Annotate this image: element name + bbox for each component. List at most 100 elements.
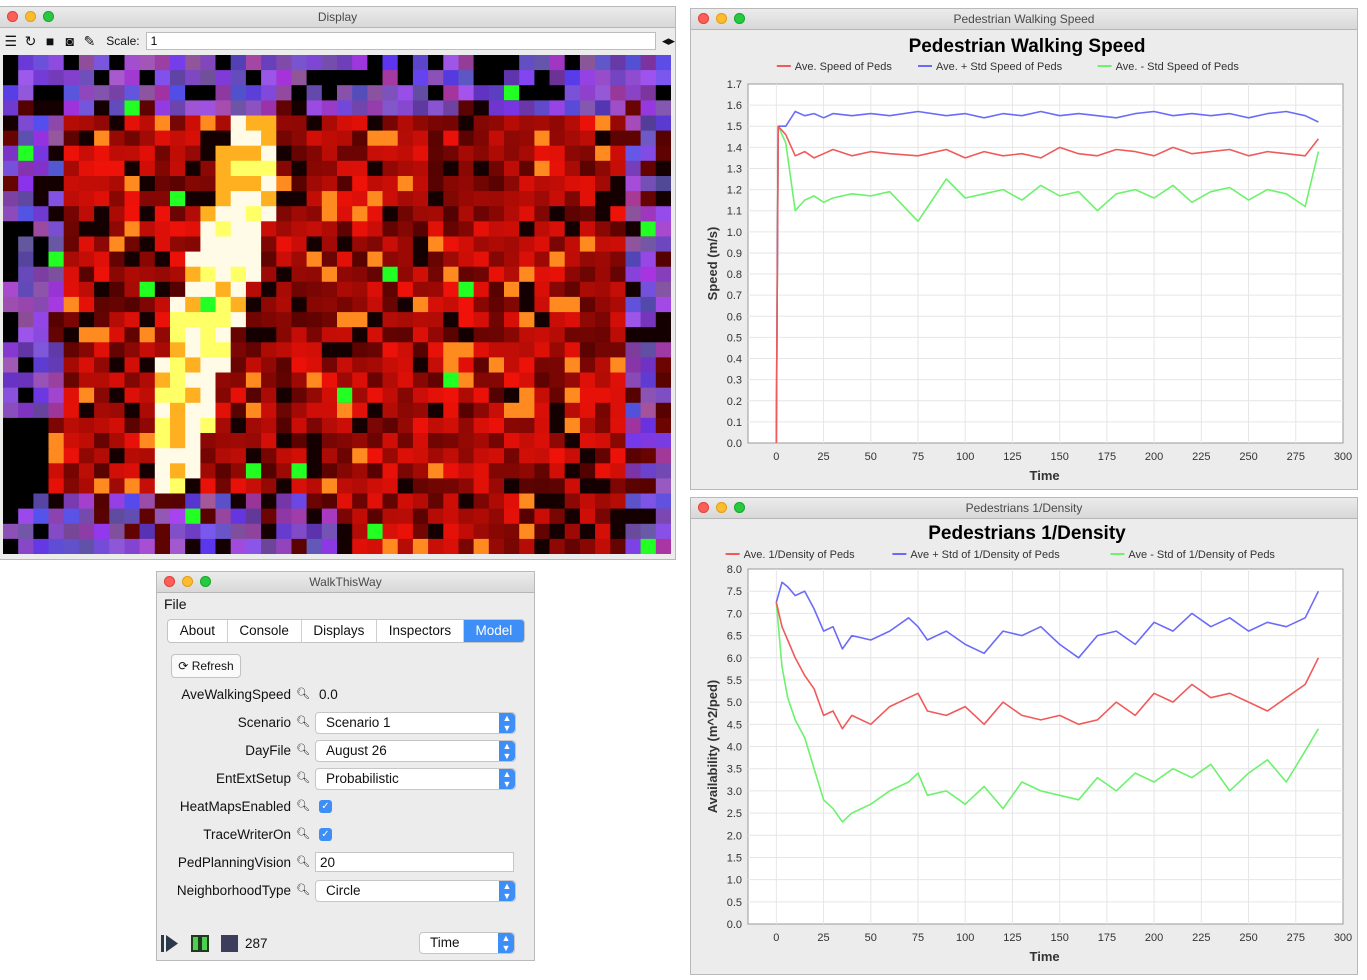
chart-legend: Ave. 1/Density of Peds Ave + Std of 1/Den… bbox=[725, 549, 1275, 561]
entextsetup-select[interactable]: Probabilistic ▲ ▼ bbox=[315, 768, 516, 790]
prop-row-vision: PedPlanningVision 🔍︎ 20 bbox=[157, 851, 527, 877]
updown-icon: ▲ ▼ bbox=[499, 769, 515, 789]
y-tick-label: 0.4 bbox=[727, 354, 742, 366]
heatmaps-checkbox[interactable]: ✓ bbox=[319, 800, 332, 813]
prop-label: Scenario bbox=[237, 715, 291, 730]
prop-row-neighborhood: NeighborhoodType 🔍︎ Circle ▲ ▼ bbox=[157, 879, 527, 905]
play-icon[interactable] bbox=[161, 935, 179, 952]
x-tick-label: 125 bbox=[1003, 451, 1021, 463]
tab-model[interactable]: Model bbox=[463, 620, 524, 642]
scale-input[interactable] bbox=[145, 32, 656, 50]
time-select[interactable]: Time ▲ ▼ bbox=[419, 932, 515, 954]
prop-label: NeighborhoodType bbox=[176, 883, 291, 898]
y-tick-label: 4.5 bbox=[727, 719, 742, 731]
close-button[interactable] bbox=[698, 13, 709, 24]
series-line-ave-std-of-1-density-of-peds bbox=[775, 581, 1320, 659]
minimize-button[interactable] bbox=[25, 11, 36, 22]
magnifier-icon[interactable]: 🔍︎ bbox=[296, 800, 310, 812]
chart-title: Pedestrians 1/Density bbox=[928, 523, 1126, 544]
y-tick-label: 2.0 bbox=[727, 830, 742, 842]
x-tick-label: 275 bbox=[1287, 451, 1305, 463]
minimize-button[interactable] bbox=[716, 13, 727, 24]
tab-displays[interactable]: Displays bbox=[302, 620, 378, 642]
walk-titlebar: WalkThisWay bbox=[157, 572, 534, 593]
magnifier-icon[interactable]: 🔍︎ bbox=[296, 744, 310, 756]
stop-icon[interactable] bbox=[221, 935, 238, 952]
y-axis-label: Speed (m/s) bbox=[705, 227, 720, 301]
magnifier-icon[interactable]: 🔍︎ bbox=[296, 828, 310, 840]
x-tick-label: 175 bbox=[1098, 451, 1116, 463]
x-tick-label: 225 bbox=[1192, 451, 1210, 463]
x-tick-label: 50 bbox=[865, 932, 877, 944]
tab-bar: About Console Displays Inspectors Model bbox=[167, 619, 525, 643]
neighborhood-select[interactable]: Circle ▲ ▼ bbox=[315, 880, 516, 902]
updown-icon: ▲ ▼ bbox=[499, 881, 515, 901]
x-tick-label: 275 bbox=[1287, 932, 1305, 944]
prop-label: HeatMapsEnabled bbox=[179, 799, 291, 814]
pedestrian-markers bbox=[18, 85, 656, 554]
x-tick-label: 200 bbox=[1145, 932, 1163, 944]
tab-about[interactable]: About bbox=[168, 620, 228, 642]
wrench-icon[interactable]: ✎ bbox=[83, 32, 96, 49]
display-window: Display ☰ ↻ ■ ◙ ✎ Scale: ◂▸ bbox=[0, 7, 675, 559]
legend-label: Ave. + Std Speed of Peds bbox=[936, 61, 1063, 73]
close-button[interactable] bbox=[698, 502, 709, 513]
magnifier-icon[interactable]: 🔍︎ bbox=[296, 884, 310, 896]
y-tick-label: 1.1 bbox=[727, 206, 742, 218]
y-tick-label: 7.0 bbox=[727, 608, 742, 620]
zoom-button[interactable] bbox=[43, 11, 54, 22]
minimize-button[interactable] bbox=[182, 576, 193, 587]
reload-icon[interactable]: ↻ bbox=[24, 32, 37, 49]
dayfile-select[interactable]: August 26 ▲ ▼ bbox=[315, 740, 516, 762]
tab-console[interactable]: Console bbox=[228, 620, 302, 642]
magnifier-icon[interactable]: 🔍︎ bbox=[296, 716, 310, 728]
y-tick-label: 0.9 bbox=[727, 248, 742, 260]
select-value: Scenario 1 bbox=[326, 715, 391, 730]
scenario-select[interactable]: Scenario 1 ▲ ▼ bbox=[315, 712, 516, 734]
x-tick-label: 0 bbox=[773, 932, 779, 944]
series-line-ave-speed-of-peds bbox=[775, 125, 1320, 444]
x-axis-label: Time bbox=[1030, 949, 1060, 964]
y-tick-label: 4.0 bbox=[727, 742, 742, 754]
legend-label: Ave. Speed of Peds bbox=[795, 61, 893, 73]
select-value: Circle bbox=[326, 883, 361, 898]
minimize-button[interactable] bbox=[716, 502, 727, 513]
magnifier-icon[interactable]: 🔍︎ bbox=[296, 772, 310, 784]
y-tick-label: 1.7 bbox=[727, 79, 742, 91]
y-tick-label: 1.4 bbox=[727, 142, 742, 154]
magnifier-icon[interactable]: 🔍︎ bbox=[296, 688, 310, 700]
close-button[interactable] bbox=[7, 11, 18, 22]
avewalkingspeed-value: 0.0 bbox=[319, 687, 338, 702]
zoom-button[interactable] bbox=[734, 13, 745, 24]
menu-file[interactable]: File bbox=[164, 596, 187, 612]
tracewriter-checkbox[interactable]: ✓ bbox=[319, 828, 332, 841]
select-value: Probabilistic bbox=[326, 771, 399, 786]
refresh-button[interactable]: ⟳ Refresh bbox=[171, 654, 241, 678]
y-tick-label: 1.2 bbox=[727, 185, 742, 197]
y-tick-label: 0.3 bbox=[727, 375, 742, 387]
legend-label: Ave - Std of 1/Density of Peds bbox=[1128, 549, 1275, 561]
camera-icon[interactable]: ◙ bbox=[65, 33, 75, 49]
chart-title: Pedestrian Walking Speed bbox=[909, 36, 1146, 57]
speed-chart: Pedestrian Walking Speed Ave. Speed of Pe… bbox=[691, 30, 1357, 489]
step-count: 287 bbox=[245, 936, 268, 951]
tab-inspectors[interactable]: Inspectors bbox=[377, 620, 464, 642]
zoom-button[interactable] bbox=[734, 502, 745, 513]
y-tick-label: 3.0 bbox=[727, 786, 742, 798]
y-tick-label: 0.7 bbox=[727, 290, 742, 302]
x-tick-label: 250 bbox=[1239, 451, 1257, 463]
vision-input[interactable]: 20 bbox=[315, 852, 514, 872]
x-tick-label: 125 bbox=[1003, 932, 1021, 944]
y-tick-label: 0.0 bbox=[727, 919, 742, 931]
pause-icon[interactable] bbox=[191, 935, 209, 952]
arrows-icon[interactable]: ◂▸ bbox=[661, 33, 675, 48]
y-tick-label: 0.2 bbox=[727, 396, 742, 408]
close-button[interactable] bbox=[164, 576, 175, 587]
movie-icon[interactable]: ■ bbox=[45, 33, 55, 49]
walk-window: WalkThisWay File About Console Displays … bbox=[157, 572, 534, 960]
layers-icon[interactable]: ☰ bbox=[4, 32, 18, 49]
heatmap-canvas[interactable] bbox=[3, 55, 671, 554]
prop-label: AveWalkingSpeed bbox=[181, 687, 291, 702]
zoom-button[interactable] bbox=[200, 576, 211, 587]
magnifier-icon[interactable]: 🔍︎ bbox=[296, 856, 310, 868]
